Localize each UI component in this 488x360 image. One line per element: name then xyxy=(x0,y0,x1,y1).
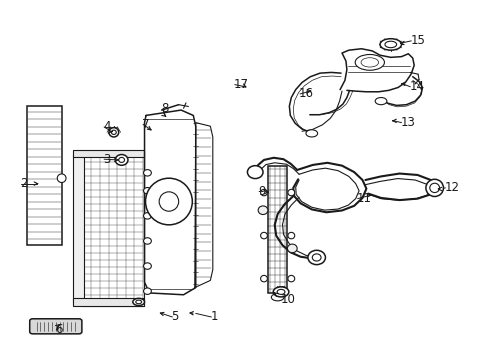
Ellipse shape xyxy=(277,289,285,294)
Text: 14: 14 xyxy=(408,80,424,93)
Ellipse shape xyxy=(143,213,151,219)
Text: 13: 13 xyxy=(400,116,415,129)
Ellipse shape xyxy=(429,183,439,193)
Ellipse shape xyxy=(305,130,317,137)
Ellipse shape xyxy=(119,157,124,162)
Text: 5: 5 xyxy=(171,310,179,324)
Bar xyxy=(73,298,143,306)
Text: 4: 4 xyxy=(103,121,110,134)
Ellipse shape xyxy=(143,188,151,194)
Ellipse shape xyxy=(260,232,267,239)
Text: 6: 6 xyxy=(55,323,62,336)
Ellipse shape xyxy=(133,298,144,306)
Text: 11: 11 xyxy=(356,192,371,205)
Ellipse shape xyxy=(143,170,151,176)
Ellipse shape xyxy=(273,287,288,297)
Ellipse shape xyxy=(287,189,294,196)
Ellipse shape xyxy=(143,288,151,294)
Ellipse shape xyxy=(379,39,401,50)
Text: 10: 10 xyxy=(281,293,295,306)
Text: 17: 17 xyxy=(233,78,248,91)
Ellipse shape xyxy=(258,206,267,215)
Text: 3: 3 xyxy=(103,153,110,166)
Text: 9: 9 xyxy=(258,185,265,198)
Ellipse shape xyxy=(287,244,297,253)
Ellipse shape xyxy=(136,300,142,304)
Bar xyxy=(26,107,61,244)
Bar xyxy=(73,149,143,157)
Ellipse shape xyxy=(109,128,119,137)
Text: 1: 1 xyxy=(210,310,218,324)
Ellipse shape xyxy=(247,166,263,179)
Ellipse shape xyxy=(287,232,294,239)
Ellipse shape xyxy=(312,254,321,261)
Ellipse shape xyxy=(260,189,267,196)
Ellipse shape xyxy=(360,58,378,67)
Ellipse shape xyxy=(271,294,284,301)
Ellipse shape xyxy=(287,275,294,282)
Bar xyxy=(81,151,143,306)
Text: 8: 8 xyxy=(161,103,169,116)
Ellipse shape xyxy=(384,41,396,48)
Ellipse shape xyxy=(374,98,386,105)
Ellipse shape xyxy=(159,192,178,211)
Bar xyxy=(267,166,287,293)
Ellipse shape xyxy=(57,174,66,183)
Ellipse shape xyxy=(115,154,128,165)
Ellipse shape xyxy=(425,179,443,197)
FancyBboxPatch shape xyxy=(30,319,81,334)
Ellipse shape xyxy=(260,275,267,282)
Text: 7: 7 xyxy=(142,118,149,131)
Bar xyxy=(73,155,83,302)
Ellipse shape xyxy=(307,250,325,265)
Text: 12: 12 xyxy=(444,181,459,194)
Ellipse shape xyxy=(145,178,192,225)
Text: 16: 16 xyxy=(299,87,313,100)
Text: 2: 2 xyxy=(20,177,28,190)
Ellipse shape xyxy=(354,54,384,70)
Ellipse shape xyxy=(143,238,151,244)
Ellipse shape xyxy=(111,130,116,134)
Text: 15: 15 xyxy=(409,34,424,48)
Ellipse shape xyxy=(143,263,151,269)
